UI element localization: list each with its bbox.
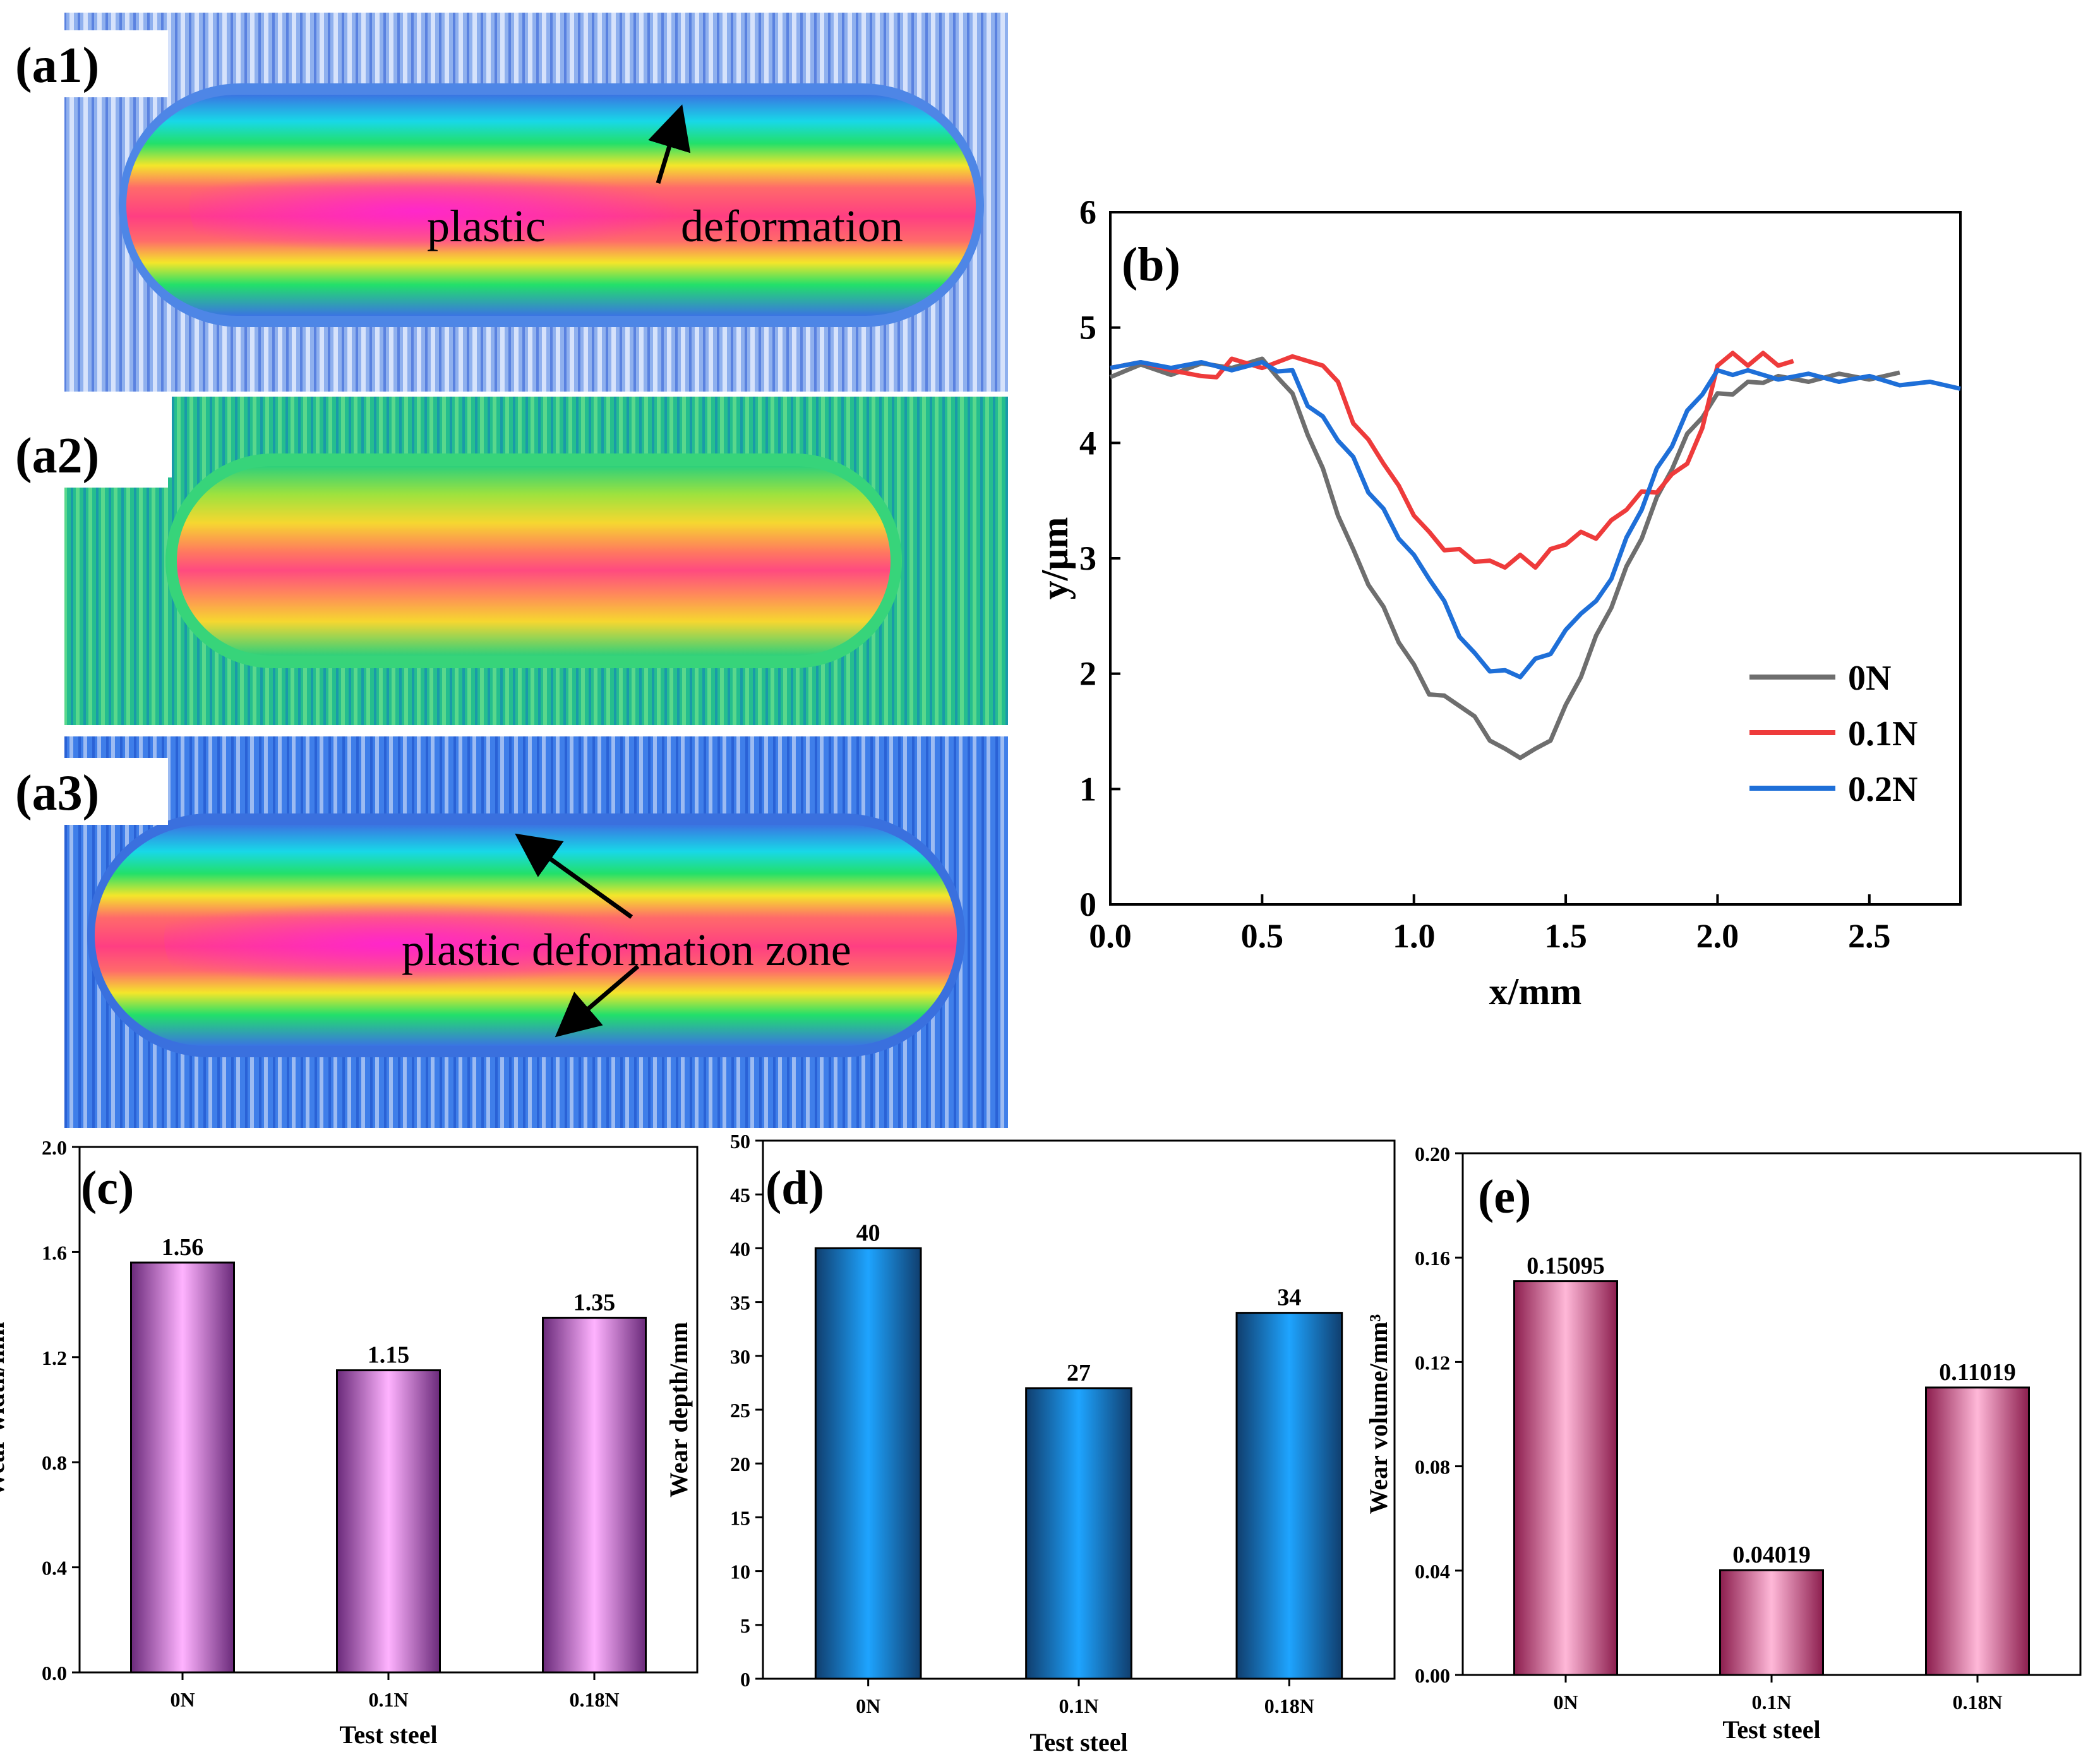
chart-e-ytick-label: 0.08 xyxy=(1415,1456,1450,1479)
chart-d-ytick-label: 40 xyxy=(730,1237,750,1260)
chart-e-ytick-label: 0.00 xyxy=(1415,1664,1450,1687)
chart-c-ytick-label: 0.4 xyxy=(42,1557,67,1580)
chart-b-ytick-label: 5 xyxy=(1079,309,1096,347)
chart-d-xtick-label: 0.1N xyxy=(1059,1695,1098,1717)
chart-c-ytick-label: 1.6 xyxy=(42,1241,67,1264)
chart-b-xtick-label: 1.5 xyxy=(1544,917,1587,955)
chart-d-ytick-label: 50 xyxy=(730,1130,750,1153)
chart-b-legend-label: 0N xyxy=(1848,659,1891,698)
chart-c-value-label: 1.35 xyxy=(573,1289,616,1316)
chart-b-ytick-label: 1 xyxy=(1079,770,1096,808)
chart-d-ytick-label: 35 xyxy=(730,1292,750,1314)
chart-d-xlabel: Test steel xyxy=(1029,1728,1127,1756)
chart-b-series-0.2N xyxy=(1110,360,1961,680)
chart-e-ytick-label: 0.20 xyxy=(1415,1143,1450,1165)
chart-e: (e) 0.00 0.04 0.08 0.12 0.16 0.20 0.15095 0N 0.04… xyxy=(1364,1143,2082,1744)
chart-b-frame xyxy=(1109,211,1962,906)
chart-e-value-label: 0.11019 xyxy=(1939,1359,2015,1386)
chart-b-series-0N xyxy=(1109,356,1900,760)
chart-b-legend-label: 0.2N xyxy=(1848,770,1917,809)
arrow-a1 xyxy=(648,104,691,184)
chart-b-ylabel: y/μm xyxy=(1034,517,1076,600)
chart-d-bar-0N xyxy=(814,1247,922,1680)
chart-c-bar-0.1N xyxy=(336,1369,441,1674)
chart-b-xtick-label: 1.0 xyxy=(1393,917,1436,955)
chart-d-bar-0.18N xyxy=(1235,1312,1343,1680)
panel-label-a3: (a3) xyxy=(15,765,99,821)
chart-c-ytick-label: 0.0 xyxy=(42,1662,67,1684)
panel-label-a1: (a1) xyxy=(15,38,99,93)
annotation-plastic: plastic xyxy=(427,201,546,251)
chart-e-xtick-label: 0N xyxy=(1553,1691,1578,1713)
image-a2: (a2) xyxy=(10,397,1008,725)
chart-b-ytick-label: 0 xyxy=(1079,885,1096,923)
panel-label-b: (b) xyxy=(1122,238,1180,291)
chart-b-series-0.1N xyxy=(1110,351,1794,570)
panel-label-d: (d) xyxy=(765,1161,824,1215)
chart-c: (c) 0.0 0.4 0.8 1.2 1.6 2.0 1.56 0N 1.15 0.1N 1.35 0… xyxy=(0,1136,699,1749)
chart-e-xlabel: Test steel xyxy=(1722,1715,1820,1744)
chart-e-ylabel: Wear volume/mm³ xyxy=(1364,1314,1393,1515)
chart-b-xtick-label: 0.0 xyxy=(1089,917,1132,955)
chart-c-ytick-label: 0.8 xyxy=(42,1451,67,1474)
chart-d-bar-0.1N xyxy=(1025,1387,1132,1680)
chart-d-ylabel: Wear depth/mm xyxy=(664,1322,693,1497)
annotation-deformation: deformation xyxy=(681,201,903,251)
chart-e-bar-0N xyxy=(1513,1280,1618,1676)
chart-e-bar-0.1N xyxy=(1719,1569,1824,1676)
chart-b-ytick-label: 4 xyxy=(1079,424,1096,462)
chart-b-xtick-label: 2.0 xyxy=(1696,917,1739,955)
chart-b-legend-label: 0.1N xyxy=(1848,714,1917,753)
chart-d-ytick-label: 20 xyxy=(730,1453,750,1475)
chart-b-xtick-label: 2.5 xyxy=(1848,917,1891,955)
arrow-a3-down xyxy=(555,964,640,1038)
chart-b-xtick-label: 0.5 xyxy=(1241,917,1284,955)
chart-d-ytick-label: 5 xyxy=(740,1614,750,1637)
chart-d-xtick-label: 0N xyxy=(856,1695,880,1717)
chart-d-ytick-label: 0 xyxy=(740,1668,750,1691)
chart-c-bar-0N xyxy=(130,1261,235,1674)
chart-e-xtick-label: 0.18N xyxy=(1952,1691,2002,1713)
chart-e-value-label: 0.04019 xyxy=(1732,1542,1811,1568)
chart-d-ytick-label: 25 xyxy=(730,1399,750,1422)
chart-e-bar-0.18N xyxy=(1925,1386,2030,1676)
chart-c-ylabel: Wear width/mm xyxy=(0,1322,9,1497)
chart-d-ytick-label: 45 xyxy=(730,1184,750,1206)
chart-c-xtick-label: 0.18N xyxy=(569,1688,619,1711)
chart-e-ytick-label: 0.16 xyxy=(1415,1247,1450,1269)
chart-d-ytick-label: 30 xyxy=(730,1345,750,1368)
chart-e-ytick-label: 0.04 xyxy=(1415,1560,1450,1583)
image-a1: (a1) plastic deformation xyxy=(10,13,1008,392)
chart-b-ytick-label: 3 xyxy=(1079,539,1096,577)
chart-d-xtick-label: 0.18N xyxy=(1264,1695,1314,1717)
chart-b-ytick-label: 6 xyxy=(1079,193,1096,231)
chart-c-value-label: 1.56 xyxy=(162,1234,204,1261)
chart-c-ytick-label: 1.2 xyxy=(42,1347,67,1369)
chart-d: (d) 0 5 10 15 20 25 30 35 40 45 50 40 0N 27 0.1N 34 0.18N… xyxy=(664,1130,1396,1756)
chart-d-ytick-label: 15 xyxy=(730,1506,750,1529)
panel-label-e: (e) xyxy=(1478,1170,1531,1223)
chart-b-xlabel: x/mm xyxy=(1489,971,1582,1012)
arrow-a3-up xyxy=(515,833,633,919)
chart-d-value-label: 40 xyxy=(856,1220,880,1246)
chart-b: (b) 0.0 0.5 1.0 1.5 2.0 2.5 0 1 2 3 4 5 6 0N 0.1N 0.2N… xyxy=(1034,193,1962,1012)
chart-e-value-label: 0.15095 xyxy=(1527,1253,1605,1280)
chart-d-ytick-label: 10 xyxy=(730,1561,750,1583)
chart-b-ytick-label: 2 xyxy=(1079,655,1096,693)
chart-e-xtick-label: 0.1N xyxy=(1751,1691,1791,1713)
chart-d-value-label: 27 xyxy=(1067,1360,1091,1386)
image-a3: (a3) plastic deformation zone xyxy=(10,736,1008,1128)
chart-c-ytick-label: 2.0 xyxy=(42,1136,67,1159)
chart-c-xtick-label: 0N xyxy=(170,1688,195,1711)
chart-c-value-label: 1.15 xyxy=(368,1342,410,1369)
panel-label-a2: (a2) xyxy=(15,428,99,484)
chart-e-ytick-label: 0.12 xyxy=(1415,1351,1450,1374)
chart-c-bar-0.18N xyxy=(542,1316,647,1674)
chart-d-value-label: 34 xyxy=(1277,1285,1301,1311)
chart-c-xlabel: Test steel xyxy=(339,1720,437,1749)
panel-label-c: (c) xyxy=(81,1161,134,1215)
annotation-plastic-deformation-zone: plastic deformation zone xyxy=(402,925,851,975)
chart-c-xtick-label: 0.1N xyxy=(368,1688,408,1711)
